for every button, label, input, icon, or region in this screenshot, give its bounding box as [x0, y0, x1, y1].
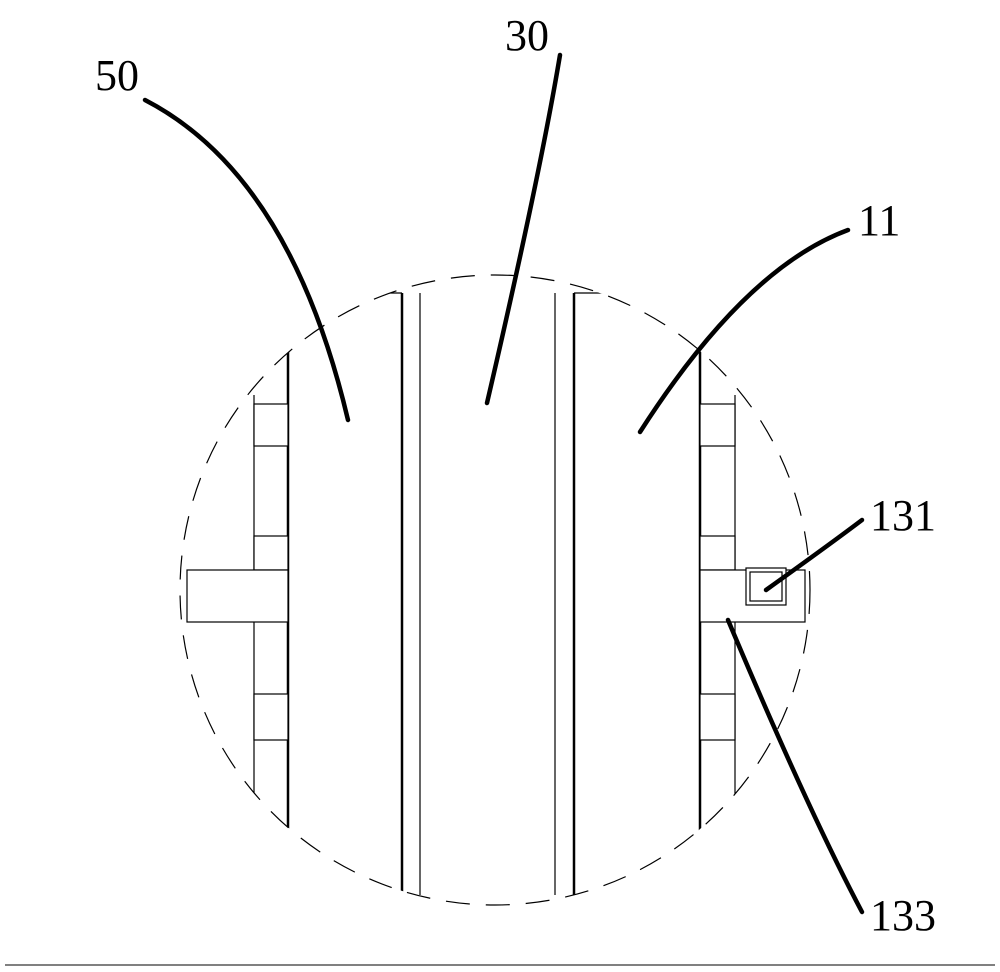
clipped-content: [187, 293, 805, 895]
label-30: 30: [505, 11, 549, 60]
leader-lines: [145, 55, 862, 912]
label-133: 133: [870, 891, 936, 940]
label-131: 131: [870, 491, 936, 540]
label-11: 11: [858, 196, 900, 245]
technical-diagram: 50 30 11 131 133: [0, 0, 1000, 972]
right-side-group: [574, 293, 805, 895]
label-50: 50: [95, 51, 139, 100]
left-side-group: [187, 293, 402, 895]
center-column: [402, 293, 574, 895]
labels-group: 50 30 11 131 133: [95, 11, 936, 940]
